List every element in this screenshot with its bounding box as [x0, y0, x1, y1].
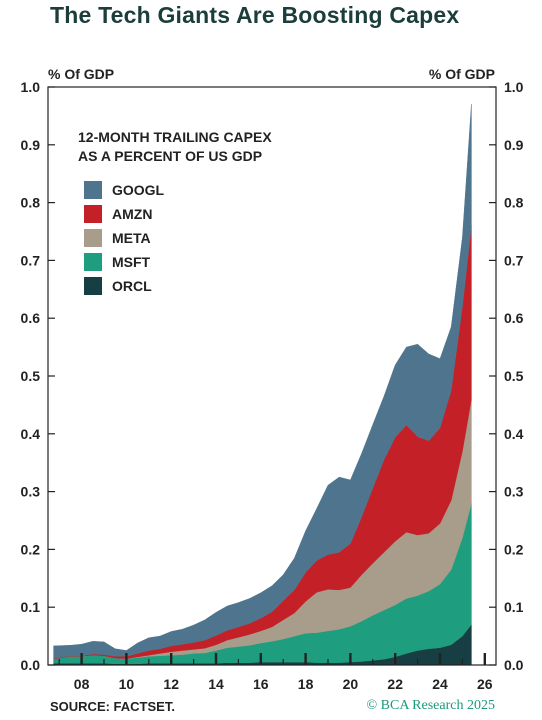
legend-item-googl: GOOGL — [78, 178, 272, 202]
left-axis-unit-label: % Of GDP — [48, 66, 115, 82]
y-tick-label-right: 0.4 — [504, 426, 524, 442]
legend-title: 12-MONTH TRAILING CAPEX AS A PERCENT OF … — [78, 129, 272, 164]
x-tick-label: 12 — [163, 676, 179, 692]
y-tick-label-left: 0.4 — [21, 426, 41, 442]
legend-label: AMZN — [112, 206, 153, 222]
area-googl — [53, 104, 472, 659]
y-tick-label-left: 0.6 — [21, 310, 41, 326]
right-y-axis: 0.0 0.1 0.2 0.3 0.4 0.5 0.6 0.7 0.8 0.9 1.0 — [489, 79, 524, 673]
legend-item-orcl: ORCL — [78, 274, 272, 298]
x-tick-label: 22 — [387, 676, 403, 692]
y-tick-label-left: 0.3 — [21, 484, 41, 500]
legend-items: GOOGL AMZN META MSFT ORCL — [78, 178, 272, 298]
y-tick-label-left: 0.0 — [21, 657, 41, 673]
x-tick-label: 10 — [119, 676, 135, 692]
legend-swatch — [84, 181, 102, 199]
y-tick-label-left: 0.5 — [21, 368, 41, 384]
y-tick-label-left: 0.8 — [21, 195, 41, 211]
x-axis: 08 10 12 14 16 18 20 22 24 26 — [58, 653, 493, 692]
legend-label: MSFT — [112, 254, 151, 270]
y-tick-label-right: 0.9 — [504, 137, 524, 153]
y-tick-label-left: 0.9 — [21, 137, 41, 153]
x-tick-label: 18 — [298, 676, 314, 692]
y-tick-label-left: 0.2 — [21, 541, 41, 557]
legend-swatch — [84, 229, 102, 247]
x-tick-label: 08 — [74, 676, 90, 692]
legend: 12-MONTH TRAILING CAPEX AS A PERCENT OF … — [78, 128, 272, 298]
y-tick-label-right: 0.1 — [504, 599, 524, 615]
y-tick-label-right: 0.5 — [504, 368, 524, 384]
legend-label: GOOGL — [112, 182, 165, 198]
area-series-group — [53, 104, 472, 666]
legend-item-amzn: AMZN — [78, 202, 272, 226]
x-tick-label: 16 — [253, 676, 269, 692]
x-tick-label: 14 — [208, 676, 224, 692]
y-tick-label-right: 0.0 — [504, 657, 524, 673]
credit-note: © BCA Research 2025 — [366, 698, 495, 713]
legend-item-meta: META — [78, 226, 272, 250]
x-tick-label: 26 — [477, 676, 493, 692]
legend-item-msft: MSFT — [78, 250, 272, 274]
right-axis-unit-label: % Of GDP — [428, 66, 495, 82]
y-tick-label-left: 0.7 — [21, 252, 41, 268]
left-y-axis: 0.0 0.1 0.2 0.3 0.4 0.5 0.6 0.7 0.8 0.9 1.0 — [21, 79, 55, 673]
x-tick-label: 24 — [432, 676, 448, 692]
legend-label: META — [112, 230, 151, 246]
source-note: SOURCE: FACTSET. — [50, 699, 175, 714]
legend-swatch — [84, 253, 102, 271]
y-tick-label-left: 0.1 — [21, 599, 41, 615]
y-tick-label-right: 0.6 — [504, 310, 524, 326]
legend-label: ORCL — [112, 278, 152, 294]
y-tick-label-left: 1.0 — [21, 79, 41, 95]
y-tick-label-right: 0.8 — [504, 195, 524, 211]
y-tick-label-right: 0.2 — [504, 541, 524, 557]
legend-swatch — [84, 205, 102, 223]
x-tick-label: 20 — [343, 676, 359, 692]
y-tick-label-right: 0.7 — [504, 252, 524, 268]
y-tick-label-right: 1.0 — [504, 79, 524, 95]
chart-title: The Tech Giants Are Boosting Capex — [50, 2, 460, 28]
legend-swatch — [84, 277, 102, 295]
y-tick-label-right: 0.3 — [504, 484, 524, 500]
